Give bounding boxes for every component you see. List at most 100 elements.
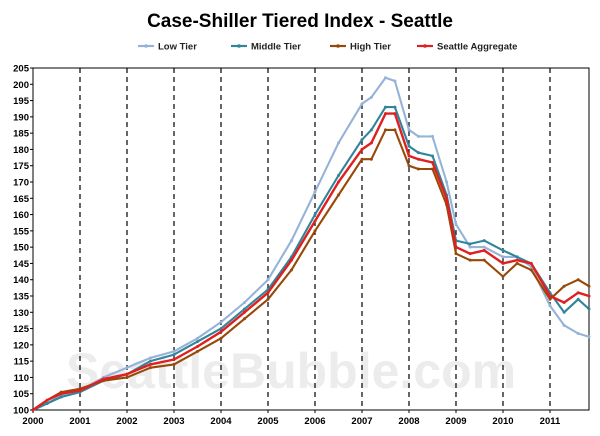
y-tick-label: 150	[13, 243, 29, 254]
point-high-tier	[454, 252, 458, 256]
point-low-tier	[360, 102, 364, 106]
point-seattle-aggregate	[501, 261, 505, 265]
point-low-tier	[576, 331, 580, 335]
chart-title: Case-Shiller Tiered Index - Seattle	[147, 11, 453, 32]
point-seattle-aggregate	[172, 358, 176, 362]
y-tick-label: 160	[13, 210, 29, 221]
point-seattle-aggregate	[148, 362, 152, 366]
point-low-tier	[313, 190, 317, 194]
point-seattle-aggregate	[31, 408, 35, 412]
point-middle-tier	[587, 307, 591, 311]
x-tick-label-2010: 2010	[492, 416, 513, 427]
grid	[79, 68, 551, 410]
point-low-tier	[172, 349, 176, 353]
point-seattle-aggregate	[195, 344, 199, 348]
point-seattle-aggregate	[430, 160, 434, 164]
point-low-tier	[430, 134, 434, 138]
y-tick-label: 135	[13, 292, 30, 303]
point-middle-tier	[313, 213, 317, 217]
y-tick-label: 190	[13, 112, 29, 123]
point-high-tier	[416, 167, 420, 171]
point-high-tier	[219, 336, 223, 340]
legend-marker-high-tier	[336, 44, 340, 48]
y-tick-label: 200	[13, 80, 29, 91]
point-middle-tier	[360, 138, 364, 142]
point-low-tier	[289, 239, 293, 243]
point-middle-tier	[468, 242, 472, 246]
point-high-tier	[383, 128, 387, 132]
y-tick-label: 140	[13, 275, 29, 286]
point-seattle-aggregate	[45, 398, 49, 402]
x-tick-label-2008: 2008	[398, 416, 419, 427]
legend-label-low-tier: Low Tier	[158, 42, 197, 53]
point-seattle-aggregate	[407, 154, 411, 158]
point-seattle-aggregate	[59, 392, 63, 396]
y-tick-label: 180	[13, 145, 29, 156]
point-seattle-aggregate	[482, 248, 486, 252]
point-high-tier	[468, 258, 472, 262]
point-seattle-aggregate	[445, 196, 449, 200]
point-seattle-aggregate	[242, 310, 246, 314]
point-high-tier	[313, 229, 317, 233]
point-middle-tier	[369, 128, 373, 132]
point-seattle-aggregate	[369, 141, 373, 145]
point-seattle-aggregate	[393, 112, 397, 116]
point-high-tier	[266, 297, 270, 301]
point-low-tier	[195, 336, 199, 340]
point-high-tier	[515, 261, 519, 265]
point-low-tier	[266, 278, 270, 282]
point-low-tier	[445, 180, 449, 184]
point-seattle-aggregate	[313, 219, 317, 223]
point-high-tier	[148, 366, 152, 370]
y-tick-label: 205	[13, 64, 30, 75]
point-low-tier	[454, 222, 458, 226]
point-middle-tier	[148, 359, 152, 363]
point-middle-tier	[219, 327, 223, 331]
x-tick-label-2007: 2007	[351, 416, 372, 427]
point-low-tier	[468, 245, 472, 249]
point-middle-tier	[195, 340, 199, 344]
point-seattle-aggregate	[266, 291, 270, 295]
point-low-tier	[383, 76, 387, 80]
point-low-tier	[501, 255, 505, 259]
point-seattle-aggregate	[360, 147, 364, 151]
point-low-tier	[242, 301, 246, 305]
point-middle-tier	[515, 255, 519, 259]
point-low-tier	[416, 134, 420, 138]
point-high-tier	[587, 284, 591, 288]
x-tick-label-2006: 2006	[304, 416, 325, 427]
point-seattle-aggregate	[289, 258, 293, 262]
point-high-tier	[501, 274, 505, 278]
legend-marker-low-tier	[144, 44, 148, 48]
point-middle-tier	[562, 310, 566, 314]
point-high-tier	[360, 157, 364, 161]
y-tick-label: 170	[13, 178, 29, 189]
point-low-tier	[369, 95, 373, 99]
point-seattle-aggregate	[468, 252, 472, 256]
point-high-tier	[172, 362, 176, 366]
legend: Low Tier Middle Tier High Tier Seattle Aggr…	[138, 42, 517, 53]
point-middle-tier	[59, 395, 63, 399]
point-low-tier	[148, 356, 152, 360]
point-seattle-aggregate	[125, 372, 129, 376]
point-low-tier	[482, 245, 486, 249]
y-tick-label: 175	[13, 161, 30, 172]
point-high-tier	[242, 317, 246, 321]
point-middle-tier	[393, 105, 397, 109]
y-tick-label: 125	[13, 324, 30, 335]
x-tick-label-2000: 2000	[22, 416, 43, 427]
point-seattle-aggregate	[219, 330, 223, 334]
x-tick-label-2005: 2005	[257, 416, 279, 427]
point-seattle-aggregate	[529, 261, 533, 265]
legend-label-seattle-aggregate: Seattle Aggregate	[437, 42, 517, 53]
axes: 100 105 110 115 120 125 130 135 140 145 150 155 160 1…	[13, 64, 590, 427]
point-high-tier	[393, 128, 397, 132]
point-high-tier	[562, 284, 566, 288]
point-middle-tier	[430, 154, 434, 158]
legend-label-high-tier: High Tier	[350, 42, 391, 53]
point-low-tier	[548, 304, 552, 308]
y-tick-label: 120	[13, 340, 29, 351]
point-middle-tier	[416, 151, 420, 155]
y-tick-label: 130	[13, 308, 29, 319]
